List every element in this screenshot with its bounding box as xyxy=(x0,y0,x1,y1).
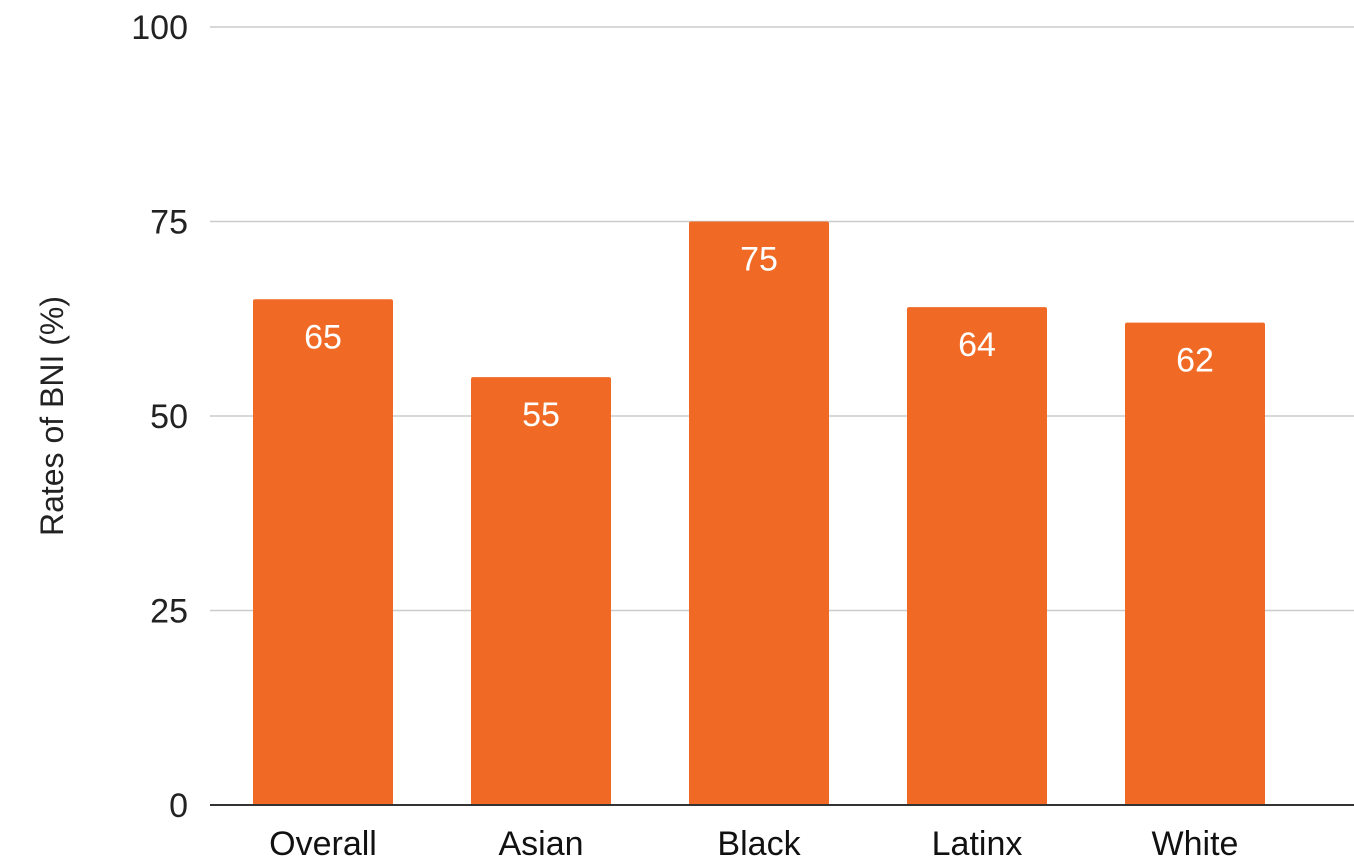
y-tick-label: 0 xyxy=(169,787,188,825)
bar-white xyxy=(1125,322,1265,805)
bar-overall xyxy=(253,299,393,805)
y-axis-title: Rates of BNI (%) xyxy=(34,296,70,536)
x-axis-labels: Overall Asian Black Latinx White xyxy=(269,825,1238,863)
bar-value-label: 55 xyxy=(522,396,560,434)
x-category-label: Asian xyxy=(498,825,583,863)
y-tick-label: 100 xyxy=(131,9,188,47)
x-category-label: White xyxy=(1152,825,1239,863)
bar-value-label: 64 xyxy=(958,326,996,364)
bar-black xyxy=(689,221,829,805)
bars xyxy=(253,221,1265,805)
bar-asian xyxy=(471,377,611,805)
y-tick-label: 75 xyxy=(150,204,188,242)
bar-value-label: 65 xyxy=(304,318,342,356)
y-tick-label: 50 xyxy=(150,398,188,436)
x-category-label: Latinx xyxy=(932,825,1023,863)
bar-value-label: 75 xyxy=(740,241,778,279)
x-category-label: Overall xyxy=(269,825,377,863)
bar-value-labels: 65 55 75 64 62 xyxy=(304,241,1214,435)
x-category-label: Black xyxy=(717,825,801,863)
y-tick-label: 25 xyxy=(150,593,188,631)
y-axis-ticks: 0 25 50 75 100 xyxy=(131,9,188,825)
bar-value-label: 62 xyxy=(1176,342,1214,380)
bar-latinx xyxy=(907,307,1047,805)
